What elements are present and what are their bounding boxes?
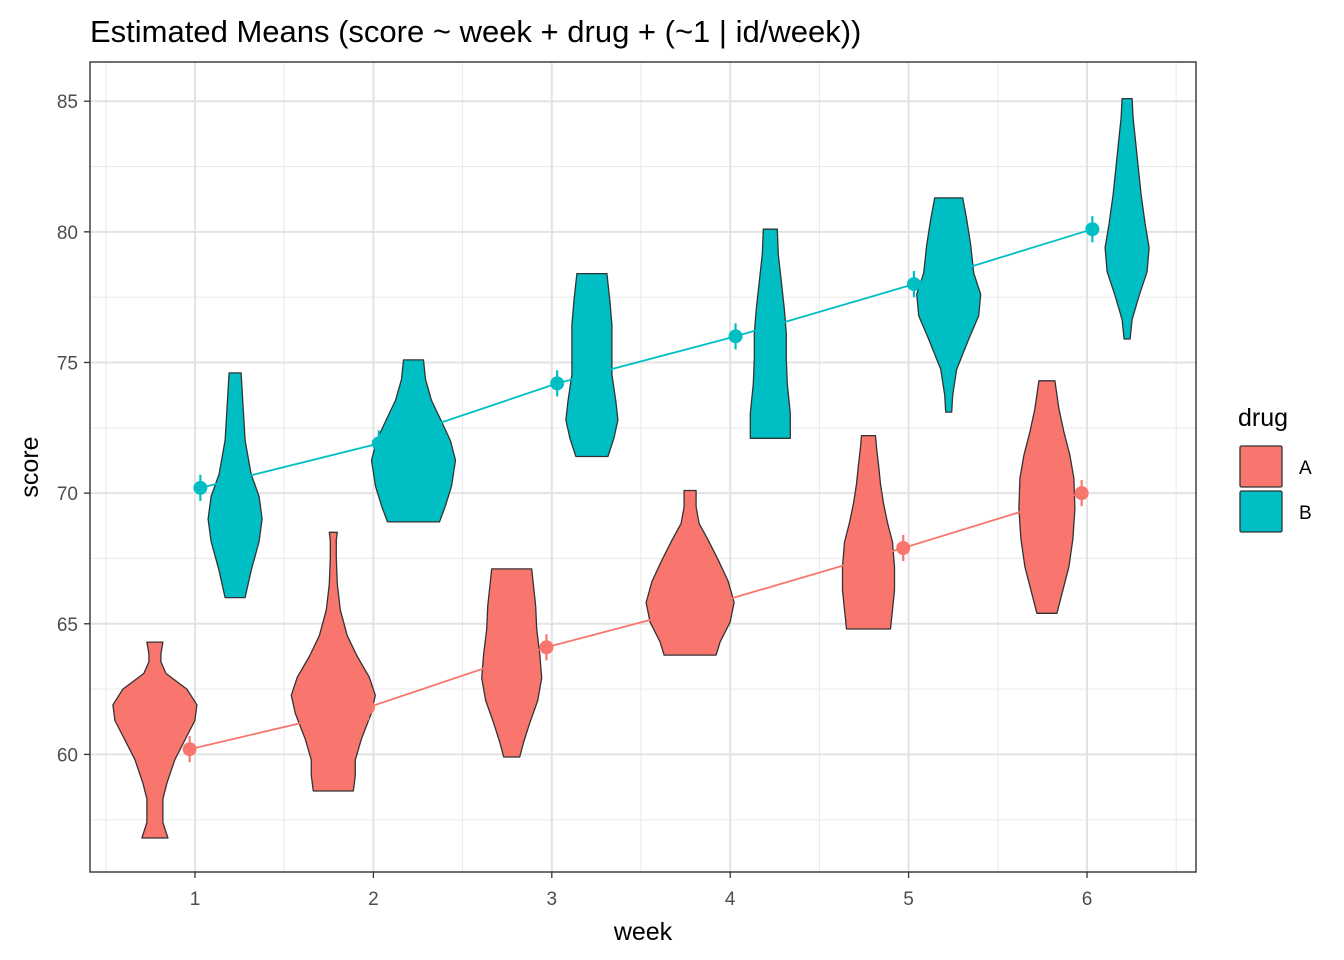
violin-B-week-5 [916,197,982,413]
mean-point-B-week-1 [193,480,208,495]
y-tick-label: 75 [57,353,78,374]
mean-point-A-week-4 [717,593,732,608]
violins [112,97,1150,839]
panel-border [89,61,1197,873]
y-tick-label: 65 [57,615,78,636]
grid [90,62,1196,872]
mean-point-B-week-3 [550,376,565,391]
mean-line-A [189,492,1082,751]
legend-label-B: B [1299,503,1312,524]
legend-items: AB [1239,445,1312,533]
x-tick-label: 4 [725,889,736,910]
mean-point-A-week-2 [361,700,376,715]
y-tick-label: 85 [57,92,78,113]
mean-line-B [200,228,1093,489]
mean-point-B-week-6 [1085,222,1100,237]
y-tick-label: 80 [57,223,78,244]
mean-point-A-week-5 [896,541,911,555]
axes: 60 65 70 75 80 85 1 2 3 4 5 6 [57,92,1092,910]
x-tick-label: 2 [368,889,379,910]
mean-point-A-week-6 [1074,486,1089,501]
x-tick-label: 1 [190,889,201,910]
violin-B-week-1 [207,372,263,599]
legend-label-A: A [1299,458,1312,479]
violin-A-week-2 [290,531,376,792]
mean-point-A-week-1 [182,742,197,757]
violin-B-week-6 [1104,97,1150,340]
mean-point-A-week-3 [539,640,554,655]
mean-points [182,216,1100,763]
violin-B-week-4 [749,228,791,439]
legend-key-B [1239,490,1283,533]
violin-A-week-3 [481,568,543,758]
y-tick-label: 60 [57,745,78,766]
legend-title: drug [1238,404,1288,432]
plot-panel [90,62,1196,872]
mean-point-B-week-5 [906,277,921,292]
violin-B-week-2 [370,359,457,523]
mean-lines [189,228,1093,751]
violin-A-week-6 [1018,380,1076,614]
mean-point-B-week-2 [371,436,386,451]
violin-A-week-4 [645,489,735,656]
mean-point-B-week-4 [728,329,743,344]
violin-B-week-3 [565,272,619,458]
violin-A-week-1 [112,641,198,839]
legend-key-A [1239,445,1283,488]
legend: drug AB [1238,404,1312,533]
chart-title: Estimated Means (score ~ week + drug + (… [90,14,861,49]
x-axis-title: week [613,918,673,946]
y-tick-label: 70 [57,484,78,505]
y-axis-title: score [16,436,44,497]
x-tick-label: 3 [547,889,558,910]
x-tick-label: 6 [1082,889,1093,910]
x-tick-label: 5 [903,889,914,910]
